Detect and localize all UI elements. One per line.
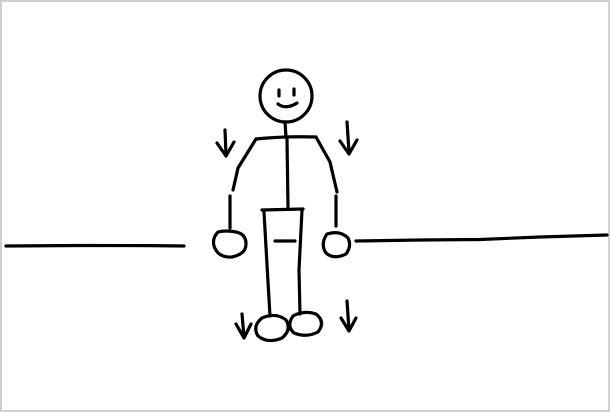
hand-right [321, 231, 352, 259]
hips [260, 207, 305, 212]
down-arrow-icon [338, 120, 359, 156]
neck [283, 120, 288, 139]
ground-line-left [4, 243, 186, 248]
ground-line-right [354, 233, 609, 243]
leg-right-outer [297, 208, 304, 316]
stick-figure [211, 68, 352, 343]
hand-left [211, 229, 248, 259]
down-arrow-icon [234, 312, 253, 340]
arm-right-upper [314, 135, 339, 194]
down-arrow-icon [215, 128, 236, 158]
leg-left-outer [262, 210, 272, 318]
spine [285, 137, 290, 209]
arm-left-upper [231, 137, 258, 192]
foot-left [254, 313, 290, 343]
down-arrow-icon [339, 299, 358, 333]
smile [276, 101, 299, 109]
foot-right [288, 310, 324, 337]
shoulders [254, 135, 318, 141]
head [258, 68, 314, 124]
